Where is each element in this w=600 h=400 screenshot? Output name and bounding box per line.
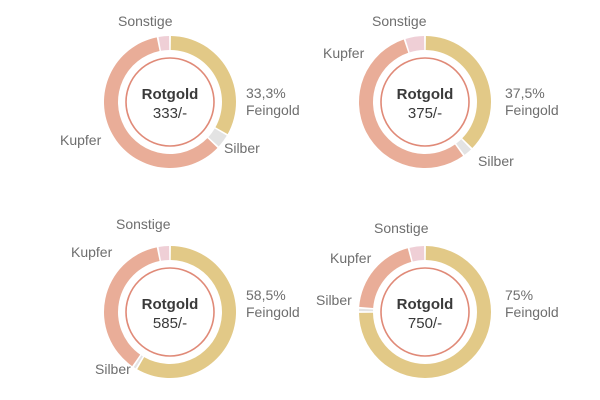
slice-label-sonstige: Sonstige xyxy=(372,13,427,29)
slice-label-line: Kupfer xyxy=(71,244,113,260)
slice-label-sonstige: Sonstige xyxy=(118,13,173,29)
slice-silber xyxy=(456,139,472,155)
slice-feingold xyxy=(170,36,236,135)
slice-label-line: Silber xyxy=(95,361,131,377)
slice-label-feingold: 58,5% Feingold xyxy=(246,287,300,320)
slice-label-line: 37,5% xyxy=(505,85,545,101)
slice-label-line: Kupfer xyxy=(60,132,102,148)
slice-label-line: Sonstige xyxy=(372,13,427,29)
slice-label-line: Sonstige xyxy=(116,216,171,232)
slice-kupfer xyxy=(359,39,464,168)
slice-sonstige xyxy=(158,246,170,261)
center-value: 375/- xyxy=(408,105,442,122)
slice-label-line: Feingold xyxy=(246,102,300,118)
slice-silber xyxy=(359,308,374,312)
center-title: Rotgold xyxy=(142,86,199,103)
slice-label-line: 33,3% xyxy=(246,85,286,101)
center-ring xyxy=(125,267,215,357)
center-title: Rotgold xyxy=(142,296,199,313)
slice-label-sonstige: Sonstige xyxy=(374,220,429,236)
slice-label-kupfer: Kupfer xyxy=(330,250,372,266)
slice-label-line: Silber xyxy=(478,153,514,169)
slice-label-silber: Silber xyxy=(224,140,260,156)
slice-label-sonstige: Sonstige xyxy=(116,216,171,232)
slice-label-line: Silber xyxy=(316,292,352,308)
slice-label-feingold: 75% Feingold xyxy=(505,287,559,320)
center-ring xyxy=(380,267,470,357)
slice-label-feingold: 37,5% Feingold xyxy=(505,85,559,118)
slice-feingold xyxy=(425,36,492,149)
slice-label-line: Silber xyxy=(224,140,260,156)
center-value: 585/- xyxy=(153,315,187,332)
slice-label-line: Feingold xyxy=(246,304,300,320)
slice-label-silber: Silber xyxy=(478,153,514,169)
slice-feingold xyxy=(137,246,237,378)
slice-label-line: Sonstige xyxy=(118,13,173,29)
slice-label-silber: Silber xyxy=(316,292,352,308)
center-ring xyxy=(125,57,215,147)
slice-sonstige xyxy=(409,246,425,262)
slice-label-kupfer: Kupfer xyxy=(71,244,113,260)
center-title: Rotgold xyxy=(397,296,454,313)
slice-label-line: Feingold xyxy=(505,304,559,320)
center-value: 333/- xyxy=(153,105,187,122)
center-value: 750/- xyxy=(408,315,442,332)
slice-label-line: Sonstige xyxy=(374,220,429,236)
slice-label-kupfer: Kupfer xyxy=(323,45,365,61)
slice-label-silber: Silber xyxy=(95,361,131,377)
slice-label-line: 75% xyxy=(505,287,533,303)
donut-chart: 33,3% Feingold Silber Kupfer Sonstige Rotgold… xyxy=(60,13,300,168)
slice-label-line: Kupfer xyxy=(323,45,365,61)
slice-label-feingold: 33,3% Feingold xyxy=(246,85,300,118)
slice-kupfer xyxy=(103,247,160,367)
slice-label-kupfer: Kupfer xyxy=(60,132,102,148)
slice-sonstige xyxy=(158,36,170,51)
slice-silber xyxy=(208,128,227,147)
slice-sonstige xyxy=(405,36,425,53)
slice-kupfer xyxy=(103,37,218,168)
donut-chart: 37,5% Feingold Silber Kupfer Sonstige Rotgold… xyxy=(323,13,559,169)
slice-label-line: Feingold xyxy=(505,102,559,118)
slice-silber xyxy=(133,355,143,369)
slice-kupfer xyxy=(359,248,412,309)
center-title: Rotgold xyxy=(397,86,454,103)
center-ring xyxy=(380,57,470,147)
slice-label-line: 58,5% xyxy=(246,287,286,303)
slice-label-line: Kupfer xyxy=(330,250,372,266)
